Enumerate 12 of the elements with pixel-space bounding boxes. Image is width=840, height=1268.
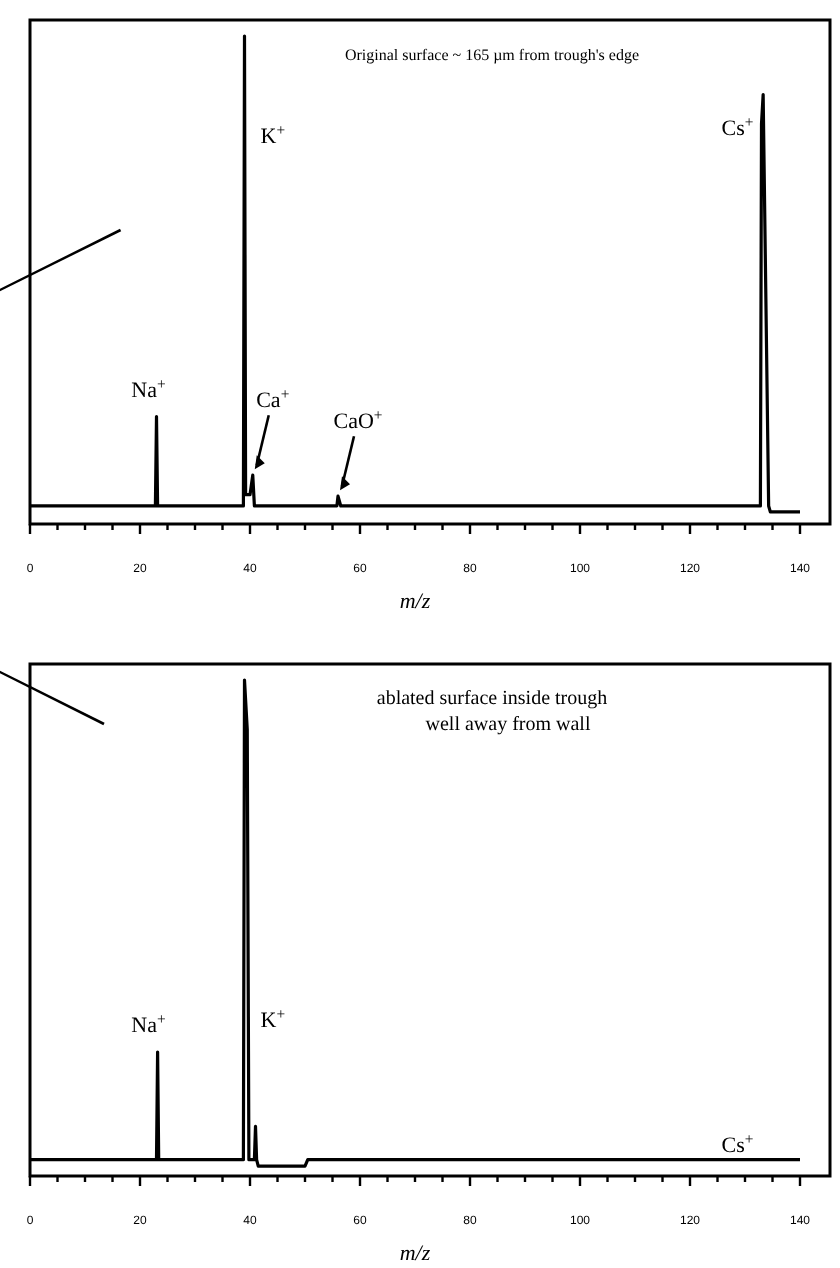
- annotation: ablated surface inside trough well away from wall: [376, 688, 608, 736]
- annotation: Na$^{+}$: [131, 373, 166, 403]
- annotation: Ca$^{+}$: [256, 384, 290, 414]
- x-axis-title: m/z: [399, 1242, 432, 1266]
- x-axis-title: m/z: [399, 590, 432, 614]
- annotation: K$^{+}$: [260, 120, 286, 150]
- annotation: Cs$^{+}$: [721, 1128, 754, 1158]
- annotation: CaO$^{+}$: [333, 405, 383, 435]
- annotation: Original surface ~ 165 µm from trough's edge: [344, 46, 640, 64]
- annotation: Na$^{+}$: [131, 1009, 166, 1038]
- annotation: K$^{+}$: [260, 1004, 286, 1034]
- annotation: Cs$^{+}$: [721, 112, 754, 142]
